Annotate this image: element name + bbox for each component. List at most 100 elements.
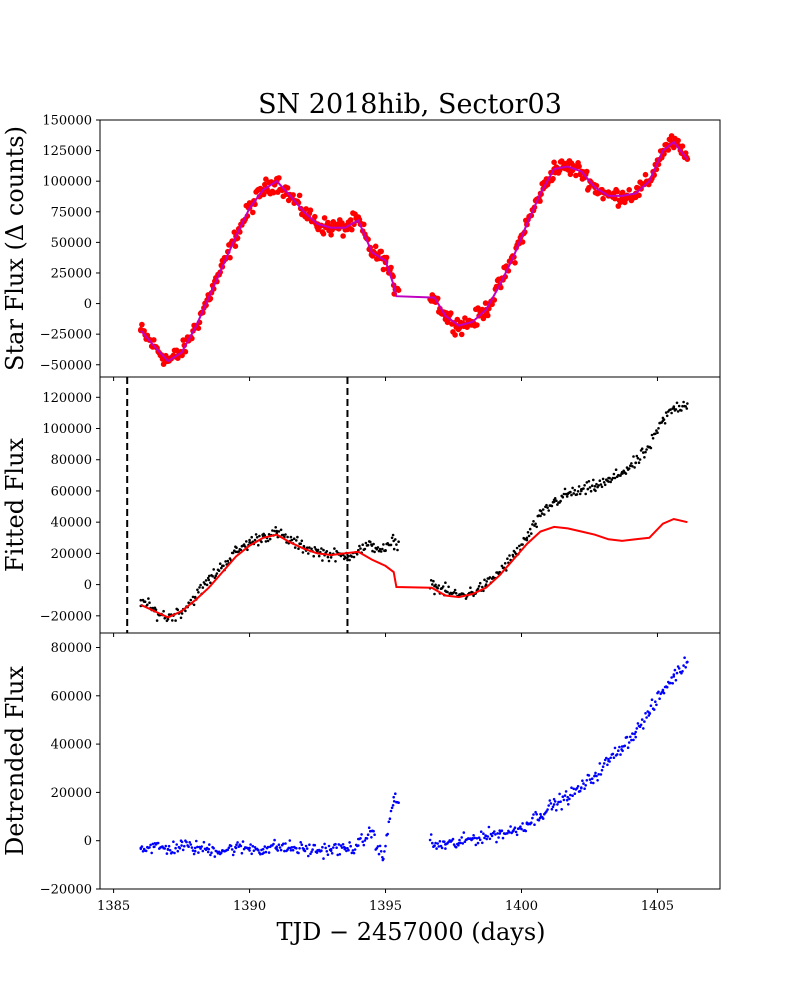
data-point [626, 746, 630, 749]
data-point [613, 476, 617, 480]
data-point [392, 800, 396, 803]
data-point [206, 576, 210, 580]
data-point [370, 836, 373, 839]
data-point [483, 836, 486, 840]
data-point [180, 844, 183, 847]
data-point [188, 841, 191, 844]
data-point [496, 832, 499, 835]
data-point [307, 854, 310, 858]
data-point [629, 735, 632, 739]
data-point [321, 215, 328, 221]
data-point [264, 540, 268, 543]
data-point [685, 661, 689, 664]
data-point [310, 850, 313, 854]
data-point [665, 685, 669, 689]
data-point [231, 551, 235, 555]
data-point [286, 535, 289, 539]
y-tick-label: 100000 [42, 175, 92, 190]
data-point [501, 836, 505, 840]
data-point [525, 538, 529, 542]
data-point [329, 556, 333, 559]
data-point [325, 550, 329, 553]
data-point [201, 849, 205, 853]
data-point [497, 836, 500, 839]
data-point [669, 408, 672, 411]
data-point [548, 799, 552, 802]
data-point [241, 840, 245, 843]
data-point [485, 580, 489, 583]
data-point [213, 855, 217, 858]
data-point [669, 681, 672, 685]
data-point [178, 846, 182, 850]
data-point [462, 315, 468, 321]
data-point [671, 682, 674, 685]
data-point [631, 465, 634, 468]
data-point [578, 492, 582, 496]
y-tick-label: −25000 [40, 328, 92, 343]
data-point [199, 583, 202, 587]
data-point [640, 718, 644, 721]
data-point [182, 348, 189, 355]
data-point [431, 583, 434, 586]
data-point [675, 401, 679, 405]
data-point [360, 833, 363, 836]
data-point [297, 547, 300, 550]
data-point [635, 727, 639, 730]
data-point [384, 549, 387, 553]
data-point [395, 543, 398, 546]
data-point [636, 192, 642, 199]
data-point [443, 840, 446, 843]
data-point [275, 531, 279, 535]
data-point [358, 544, 361, 548]
data-point [665, 414, 669, 418]
y-tick-label: −20000 [40, 609, 92, 624]
data-point [599, 773, 603, 776]
data-point [237, 550, 240, 553]
data-point [553, 800, 557, 803]
data-point [584, 492, 587, 496]
data-point [472, 834, 475, 837]
data-point [232, 243, 239, 249]
data-point [394, 792, 397, 795]
data-point [242, 543, 246, 546]
data-point [139, 321, 145, 328]
data-point [612, 472, 616, 476]
data-point [552, 803, 556, 806]
data-point [555, 809, 558, 812]
data-point [198, 586, 201, 589]
data-point [172, 840, 175, 843]
data-point [267, 851, 271, 854]
data-point [570, 493, 573, 497]
data-point [652, 708, 656, 711]
data-point [383, 254, 390, 261]
data-point [484, 834, 487, 837]
data-point [571, 486, 574, 490]
data-point [672, 405, 676, 408]
data-point [607, 757, 610, 761]
data-point [511, 553, 515, 557]
data-point [351, 849, 355, 852]
data-point [518, 544, 521, 548]
data-point [670, 411, 673, 415]
data-point [262, 181, 268, 188]
data-point [454, 592, 458, 595]
data-point [575, 787, 579, 790]
data-point [380, 266, 387, 273]
data-point [257, 848, 260, 852]
data-point [634, 735, 637, 739]
panel-fitted-flux: −20000 0 20000 40000 60000 80000 100000 120000 F… [1, 376, 721, 637]
data-point [463, 840, 467, 843]
data-point [166, 848, 170, 851]
data-point [633, 466, 636, 469]
data-point [146, 603, 149, 607]
data-point [561, 495, 565, 499]
data-point [231, 853, 235, 857]
data-point [474, 322, 480, 328]
data-point [295, 539, 298, 542]
data-point [361, 221, 367, 228]
data-point [655, 703, 658, 707]
data-point [195, 325, 202, 332]
data-point [556, 503, 559, 506]
y-tick-label: 100000 [42, 422, 92, 437]
data-point [397, 540, 400, 543]
